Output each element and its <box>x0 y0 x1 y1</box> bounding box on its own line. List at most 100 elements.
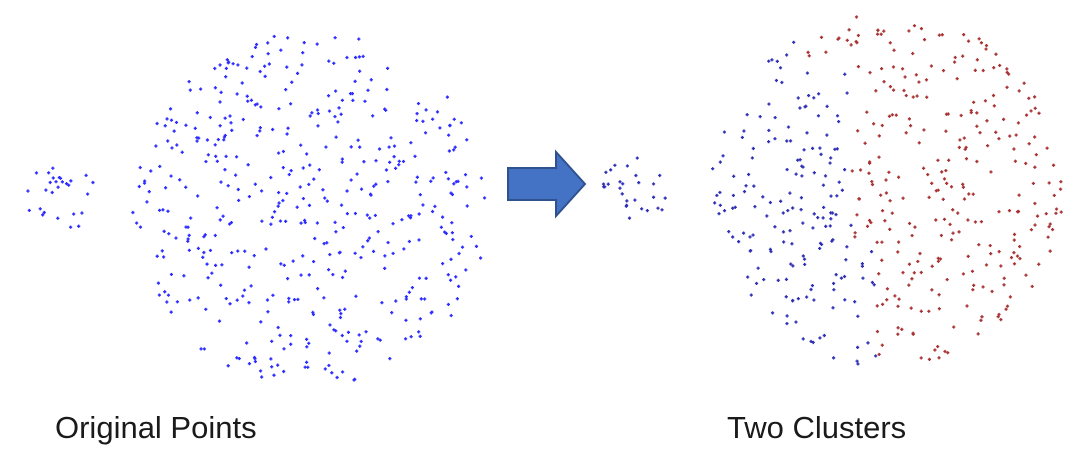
cluster-a-point <box>824 224 828 228</box>
data-point <box>404 318 408 322</box>
data-point <box>260 219 264 223</box>
cluster-b-point <box>962 33 966 37</box>
data-point <box>72 212 76 216</box>
data-point <box>340 98 344 102</box>
data-point <box>34 171 39 175</box>
data-point <box>289 169 293 173</box>
data-point <box>165 300 169 304</box>
cluster-a-point <box>809 287 813 292</box>
cluster-a-point <box>828 161 832 165</box>
data-point <box>172 129 176 133</box>
data-point <box>361 245 365 249</box>
data-point <box>235 356 239 360</box>
cluster-b-point <box>907 262 912 266</box>
data-point <box>289 102 293 106</box>
cluster-a-point <box>740 135 744 140</box>
cluster-b-point <box>986 144 990 148</box>
cluster-b-point <box>927 357 932 361</box>
data-point <box>204 307 208 311</box>
cluster-b-point <box>872 122 876 126</box>
cluster-b-point <box>870 180 874 184</box>
cluster-b-point <box>979 41 984 45</box>
cluster-b-point <box>806 50 810 54</box>
data-point <box>64 182 69 186</box>
cluster-b-point <box>990 289 994 294</box>
cluster-b-point <box>957 230 961 234</box>
data-point <box>196 194 200 198</box>
data-point <box>453 145 457 149</box>
cluster-b-point <box>1018 256 1022 261</box>
data-point <box>287 300 291 304</box>
data-point <box>388 356 392 361</box>
data-point <box>454 275 458 279</box>
data-point <box>431 117 435 121</box>
cluster-a-point <box>805 71 810 75</box>
cluster-b-point <box>1017 89 1021 93</box>
cluster-b-point <box>900 327 904 331</box>
cluster-b-point <box>1037 262 1041 266</box>
data-point <box>377 147 382 151</box>
cluster-a-point <box>805 295 809 299</box>
cluster-a-point <box>856 362 860 366</box>
data-point <box>421 203 425 207</box>
data-point <box>276 204 280 208</box>
data-point <box>392 144 397 148</box>
data-point <box>147 190 151 194</box>
cluster-b-point <box>944 129 948 133</box>
data-point <box>328 323 332 327</box>
cluster-b-point <box>953 55 957 60</box>
data-point <box>267 62 271 66</box>
cluster-a-point <box>799 196 804 200</box>
cluster-b-point <box>1054 211 1058 215</box>
data-point <box>371 249 376 253</box>
data-point <box>224 66 228 70</box>
cluster-a-point <box>790 242 794 246</box>
cluster-b-point <box>939 233 943 238</box>
data-point <box>281 149 286 154</box>
data-point <box>305 152 309 156</box>
data-point <box>369 78 373 82</box>
cluster-a-point <box>796 158 800 162</box>
data-point <box>278 333 282 337</box>
cluster-b-point <box>1027 142 1031 146</box>
data-point <box>199 87 203 91</box>
data-point <box>469 234 473 239</box>
cluster-a-point <box>855 359 859 363</box>
data-point <box>387 145 391 149</box>
cluster-b-point <box>975 159 979 164</box>
data-point <box>307 203 312 207</box>
data-point <box>415 118 419 123</box>
data-point <box>307 341 311 345</box>
data-point <box>340 275 345 280</box>
data-point <box>203 233 207 237</box>
cluster-b-point <box>1050 227 1055 232</box>
cluster-b-point <box>985 119 989 123</box>
cluster-b-point <box>897 297 901 301</box>
cluster-a-point <box>781 211 785 215</box>
data-point <box>362 160 366 164</box>
cluster-a-point <box>801 337 805 341</box>
data-point <box>285 65 289 69</box>
cluster-a-point <box>874 354 878 358</box>
data-point <box>397 163 401 167</box>
data-point <box>353 211 357 216</box>
cluster-b-point <box>975 111 979 115</box>
data-point <box>284 88 288 92</box>
cluster-b-point <box>997 137 1001 141</box>
data-point <box>482 196 487 200</box>
cluster-a-point <box>825 133 829 137</box>
cluster-b-point <box>1030 284 1034 289</box>
cluster-a-point <box>718 160 722 164</box>
cluster-a-point <box>822 205 826 210</box>
data-point <box>80 211 84 215</box>
data-point <box>199 347 203 351</box>
cluster-a-point <box>621 182 625 186</box>
cluster-b-point <box>891 65 896 69</box>
cluster-a-point <box>866 341 870 345</box>
data-point <box>229 121 233 125</box>
data-point <box>243 249 247 253</box>
cluster-b-point <box>896 332 900 336</box>
cluster-a-point <box>768 200 772 205</box>
data-point <box>287 172 291 177</box>
data-point <box>450 221 454 225</box>
